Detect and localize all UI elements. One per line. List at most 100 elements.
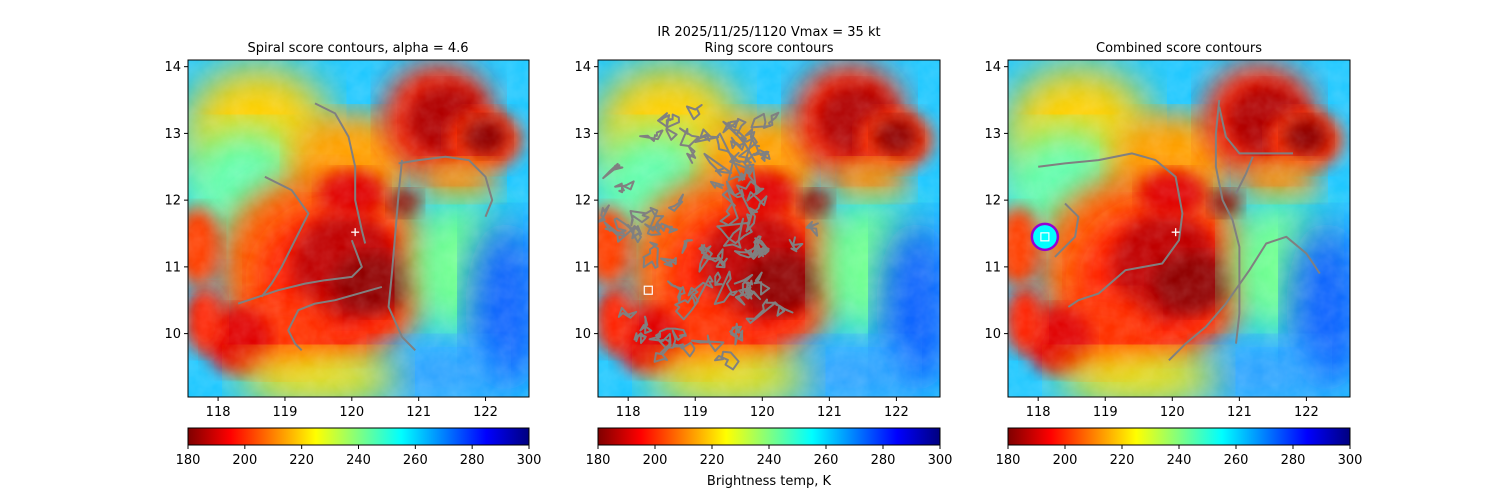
ring-contour bbox=[714, 350, 740, 371]
x-tick-label: 120 bbox=[1160, 405, 1185, 420]
colorbar: 180 200 220 240 260 280 300 bbox=[176, 427, 541, 468]
ring-contour bbox=[715, 248, 728, 269]
colorbar-tick-label: 220 bbox=[289, 453, 314, 468]
y-tick-label: 11 bbox=[574, 260, 591, 275]
ring-contour bbox=[627, 223, 642, 244]
ring-contour bbox=[722, 120, 747, 144]
ring-contour bbox=[727, 151, 748, 182]
ring-contour bbox=[750, 111, 780, 129]
axes: 118 119 120 121 122 10 11 12 13 14 bbox=[574, 59, 941, 420]
x-tick-label: 122 bbox=[1294, 405, 1319, 420]
x-tick-label: 122 bbox=[473, 405, 498, 420]
score-contour bbox=[1038, 152, 1184, 308]
colorbar-tick-label: 220 bbox=[700, 453, 725, 468]
ring-score-panel: Ring score contours 118 119 120 121 12210111… bbox=[574, 41, 953, 468]
ring-contour bbox=[730, 136, 746, 151]
ring-contour bbox=[674, 293, 699, 321]
ring-contour bbox=[729, 322, 740, 346]
ring-contour bbox=[736, 180, 768, 216]
x-tick-label: 121 bbox=[1227, 405, 1252, 420]
contour-overlay bbox=[237, 102, 494, 352]
colorbar: 180 200 220 240 260 280 300 bbox=[586, 427, 953, 468]
ring-contour bbox=[746, 163, 765, 196]
colorbar-tick-label: 260 bbox=[814, 453, 839, 468]
ring-contour bbox=[745, 207, 759, 233]
y-tick-label: 10 bbox=[574, 327, 591, 342]
contour-overlay bbox=[598, 104, 819, 371]
colorbar-tick-label: 240 bbox=[757, 453, 782, 468]
square-marker bbox=[643, 285, 653, 295]
ring-contour bbox=[716, 213, 753, 245]
ring-contour bbox=[667, 280, 686, 303]
combined-score-panel: Combined score contours 118 119 120 121 1221… bbox=[984, 41, 1363, 468]
x-tick-label: 118 bbox=[1026, 405, 1051, 420]
y-tick-label: 14 bbox=[164, 60, 181, 75]
y-tick-label: 11 bbox=[164, 260, 181, 275]
ring-contour bbox=[639, 315, 653, 335]
ring-contour bbox=[629, 209, 653, 227]
ring-contour bbox=[713, 270, 738, 305]
ring-contour bbox=[633, 332, 647, 344]
y-tick-label: 12 bbox=[984, 194, 1001, 209]
score-contour bbox=[260, 175, 310, 298]
ring-contour bbox=[738, 136, 758, 165]
colorbar-tick-label: 220 bbox=[1110, 453, 1135, 468]
colorbar-gradient bbox=[1007, 427, 1351, 446]
ring-contour bbox=[679, 127, 700, 147]
x-tick-label: 119 bbox=[1093, 405, 1118, 420]
colorbar-tick-label: 200 bbox=[232, 453, 257, 468]
ring-contour bbox=[745, 298, 777, 324]
ring-contour bbox=[639, 129, 664, 142]
ring-contour bbox=[672, 341, 696, 358]
ring-contour bbox=[730, 325, 744, 342]
contour-overlay bbox=[1030, 99, 1321, 362]
ring-contour bbox=[738, 279, 762, 301]
ring-contour bbox=[725, 180, 745, 199]
score-contour bbox=[287, 285, 383, 352]
ring-contour bbox=[644, 206, 665, 236]
ring-contour bbox=[703, 152, 733, 177]
axes-frame bbox=[1007, 59, 1351, 398]
x-tick-label: 121 bbox=[406, 405, 431, 420]
ring-contour bbox=[598, 204, 610, 224]
colorbar-gradient bbox=[597, 427, 941, 446]
colorbar-tick-label: 240 bbox=[1167, 453, 1192, 468]
colorbar-gradient bbox=[187, 427, 530, 446]
texture bbox=[1008, 60, 1350, 397]
colorbar-tick-label: 180 bbox=[996, 453, 1021, 468]
colorbar: 180 200 220 240 260 280 300 bbox=[996, 427, 1363, 468]
y-tick-label: 14 bbox=[984, 60, 1001, 75]
y-tick-label: 12 bbox=[164, 194, 181, 209]
ring-contour bbox=[709, 180, 725, 190]
ring-contour bbox=[788, 236, 804, 253]
center-cross-marker bbox=[351, 228, 360, 237]
ring-contour bbox=[805, 220, 819, 237]
colorbar-tick-label: 300 bbox=[1338, 453, 1363, 468]
score-contour bbox=[387, 159, 417, 352]
y-tick-label: 10 bbox=[164, 327, 181, 342]
ring-contour bbox=[723, 217, 745, 249]
suptitle: IR 2025/11/25/1120 Vmax = 35 kt bbox=[657, 25, 880, 40]
colorbar-tick-label: 280 bbox=[1281, 453, 1306, 468]
colorbar-tick-label: 300 bbox=[928, 453, 953, 468]
x-tick-label: 119 bbox=[683, 405, 708, 420]
score-contour bbox=[1168, 235, 1321, 362]
square-marker bbox=[1040, 232, 1050, 242]
axes: 118 119 120 121 122 10 11 12 13 14 bbox=[984, 59, 1351, 420]
colorbar-tick-label: 280 bbox=[871, 453, 896, 468]
ring-contour bbox=[668, 193, 684, 212]
axes-frame bbox=[187, 59, 530, 398]
panel-title: Spiral score contours, alpha = 4.6 bbox=[247, 41, 468, 56]
y-tick-label: 13 bbox=[164, 127, 181, 142]
ring-contour bbox=[602, 162, 624, 180]
ring-contour bbox=[733, 246, 768, 259]
ring-contour bbox=[603, 221, 625, 238]
x-tick-label: 119 bbox=[273, 405, 298, 420]
ring-contour bbox=[719, 189, 739, 227]
combined-center-circle bbox=[1030, 222, 1060, 252]
ring-contour bbox=[690, 334, 725, 352]
spiral-score-panel: Spiral score contours, alpha = 4.6 118 11… bbox=[164, 41, 541, 468]
brightness-map bbox=[188, 60, 529, 397]
ring-contour bbox=[656, 327, 687, 349]
